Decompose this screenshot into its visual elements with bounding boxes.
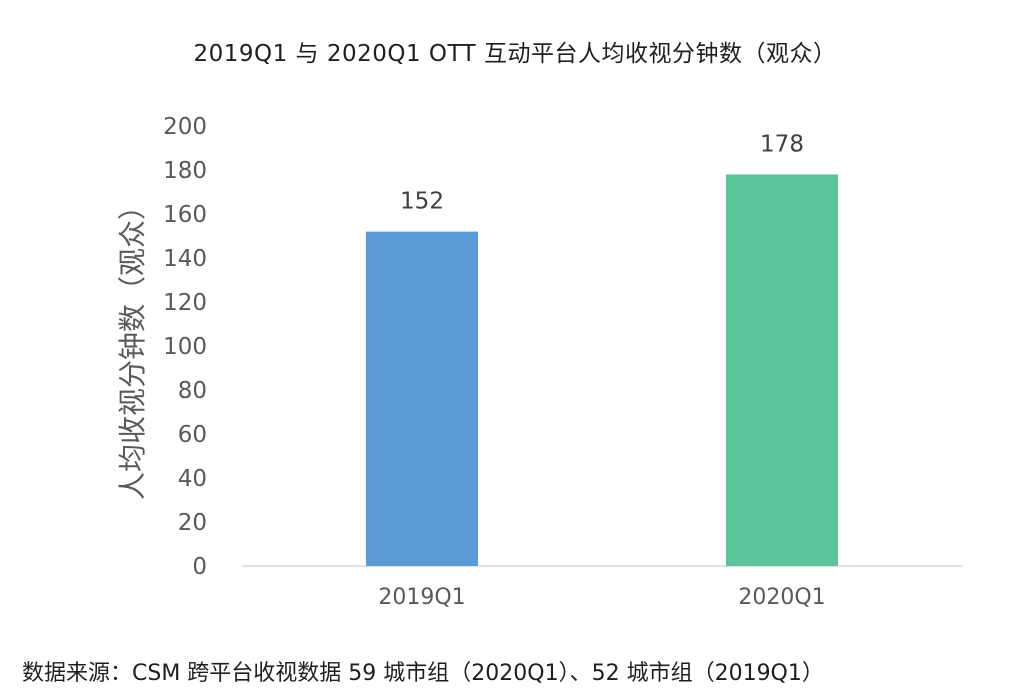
y-tick-label: 0 (192, 554, 207, 580)
x-category-label: 2019Q1 (378, 585, 465, 610)
y-tick-label: 60 (178, 422, 207, 448)
y-axis-title-group: 人均收视分钟数（观众） (116, 192, 149, 500)
chart-title: 2019Q1 与 2020Q1 OTT 互动平台人均收视分钟数（观众） (193, 41, 837, 67)
y-tick-label: 180 (163, 158, 207, 184)
y-tick-label: 140 (163, 246, 207, 272)
y-tick-label: 80 (178, 378, 207, 404)
y-axis-title: 人均收视分钟数（观众） (116, 192, 149, 500)
y-tick-label: 100 (163, 334, 207, 360)
source-note: 数据来源：CSM 跨平台收视数据 59 城市组（2020Q1）、52 城市组（2… (22, 661, 824, 686)
y-tick-label: 200 (163, 114, 207, 140)
y-axis-ticks: 0 20 40 60 80 100 120 140 160 180 200 (163, 114, 207, 580)
y-tick-label: 120 (163, 290, 207, 316)
bar-2019Q1 (366, 231, 478, 566)
y-tick-label: 40 (178, 466, 207, 492)
y-tick-label: 20 (178, 510, 207, 536)
bar-2020Q1 (726, 174, 838, 566)
data-labels: 152 178 (400, 131, 804, 214)
category-labels: 2019Q1 2020Q1 (378, 585, 825, 610)
data-label: 152 (400, 189, 444, 215)
y-tick-label: 160 (163, 202, 207, 228)
bars (366, 174, 838, 566)
data-label: 178 (760, 131, 804, 157)
x-category-label: 2020Q1 (738, 585, 825, 610)
